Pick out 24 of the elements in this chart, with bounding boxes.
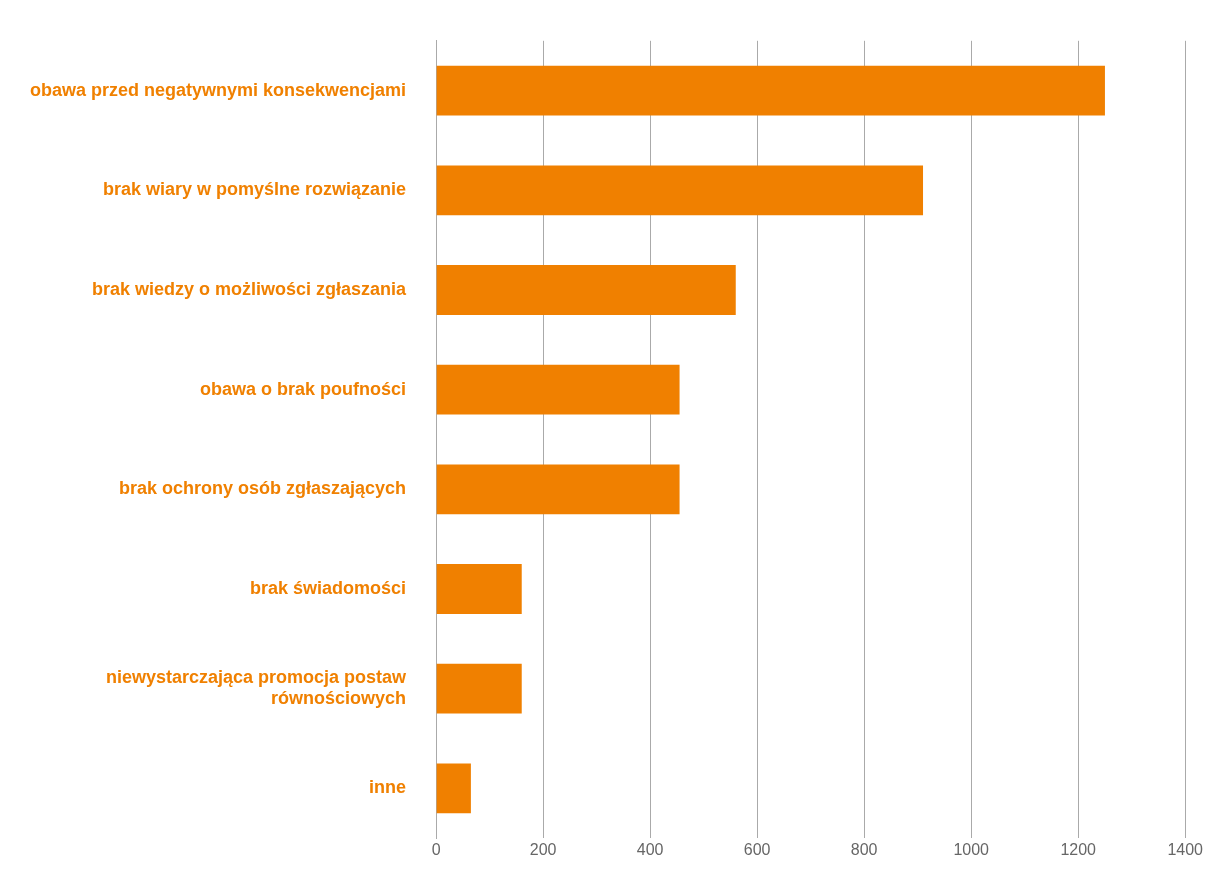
- bar: [436, 564, 522, 614]
- bar: [436, 663, 522, 714]
- bar: [436, 763, 471, 814]
- y-tick-label: brak świadomości: [250, 577, 407, 598]
- x-tick-label: 200: [529, 841, 557, 859]
- bar: [436, 65, 1105, 116]
- x-tick-label: 800: [850, 841, 878, 859]
- y-tick-label: brak wiedzy o możliwości zgłaszania: [92, 278, 408, 299]
- bar: [436, 364, 680, 415]
- x-tick-label: 1000: [953, 841, 990, 859]
- x-tick-label: 400: [636, 841, 664, 859]
- y-tick-label: brak wiary w pomyślne rozwiązanie: [103, 179, 407, 200]
- x-tick-label: 1200: [1060, 841, 1097, 859]
- x-tick-label: 0: [431, 841, 441, 859]
- x-tick-label: 600: [743, 841, 771, 859]
- x-tick-label: 1400: [1167, 841, 1204, 859]
- y-tick-label: obawa przed negatywnymi konsekwencjami: [29, 79, 407, 100]
- bar: [436, 464, 680, 515]
- y-tick-label: brak ochrony osób zgłaszających: [119, 478, 407, 499]
- bar: [436, 265, 736, 315]
- y-tick-label: niewystarczająca promocja postaw równościowych: [105, 666, 408, 709]
- y-tick-label: obawa o brak poufności: [200, 378, 407, 399]
- bar: [436, 165, 924, 216]
- y-tick-label: inne: [369, 777, 407, 798]
